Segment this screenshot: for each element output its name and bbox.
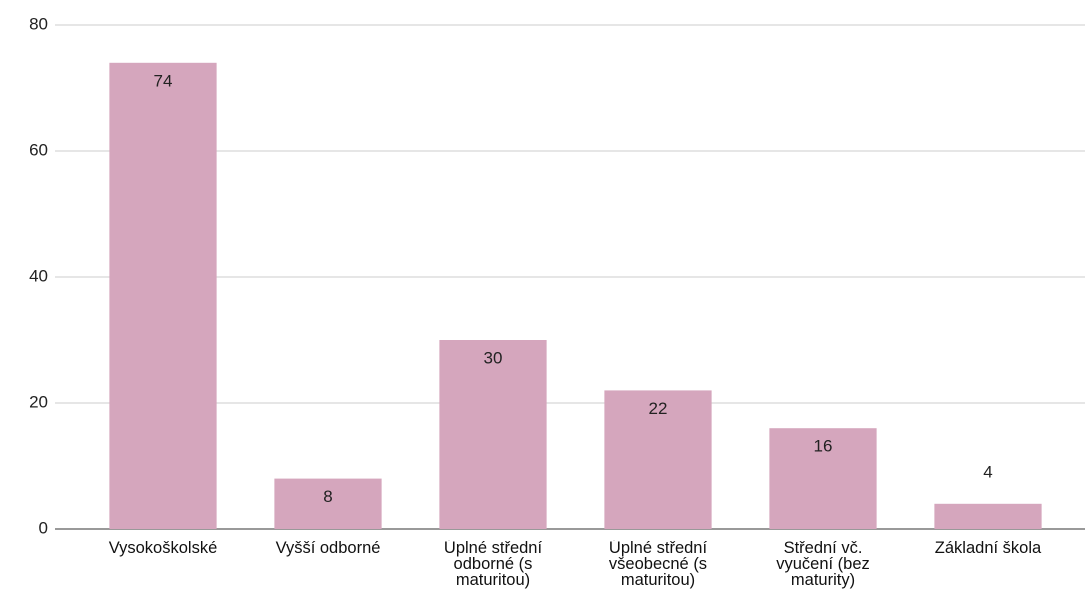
bar: [109, 62, 217, 530]
data-label: 30: [484, 348, 503, 367]
x-tick-label-box: Vyšší odborné: [275, 540, 381, 557]
bar: [439, 340, 547, 529]
x-tick-label: Úplné střední všeobecné (s maturitou): [608, 540, 708, 589]
x-tick-label: Vyšší odborné: [275, 540, 381, 557]
data-label: 4: [983, 462, 992, 481]
x-tick-label-box: Úplné střední odborné (s maturitou): [443, 540, 543, 589]
x-tick-label: Úplné střední odborné (s maturitou): [443, 540, 543, 589]
y-tick-label: 20: [29, 392, 48, 411]
x-tick-label-box: Úplné střední všeobecné (s maturitou): [608, 540, 708, 589]
y-tick-label: 80: [29, 14, 48, 33]
data-label: 16: [814, 437, 833, 456]
bar: [769, 428, 877, 529]
data-label: 74: [154, 71, 173, 90]
y-tick-label: 0: [39, 518, 48, 537]
x-tick-label-box: Střední vč. vyučení (bez maturity): [776, 540, 870, 589]
bar: [934, 503, 1042, 529]
y-tick-label: 60: [29, 140, 48, 159]
x-tick-label: Vysokoškolské: [108, 540, 218, 557]
bar: [274, 478, 382, 529]
bar: [604, 390, 712, 529]
x-tick-label: Základní škola: [934, 540, 1042, 557]
x-tick-label-box: Základní škola: [934, 540, 1042, 557]
data-label: 8: [323, 487, 332, 506]
x-tick-label-box: Vysokoškolské: [108, 540, 218, 557]
y-tick-label: 40: [29, 266, 48, 285]
x-tick-label: Střední vč. vyučení (bez maturity): [776, 540, 870, 589]
data-label: 22: [649, 399, 668, 418]
